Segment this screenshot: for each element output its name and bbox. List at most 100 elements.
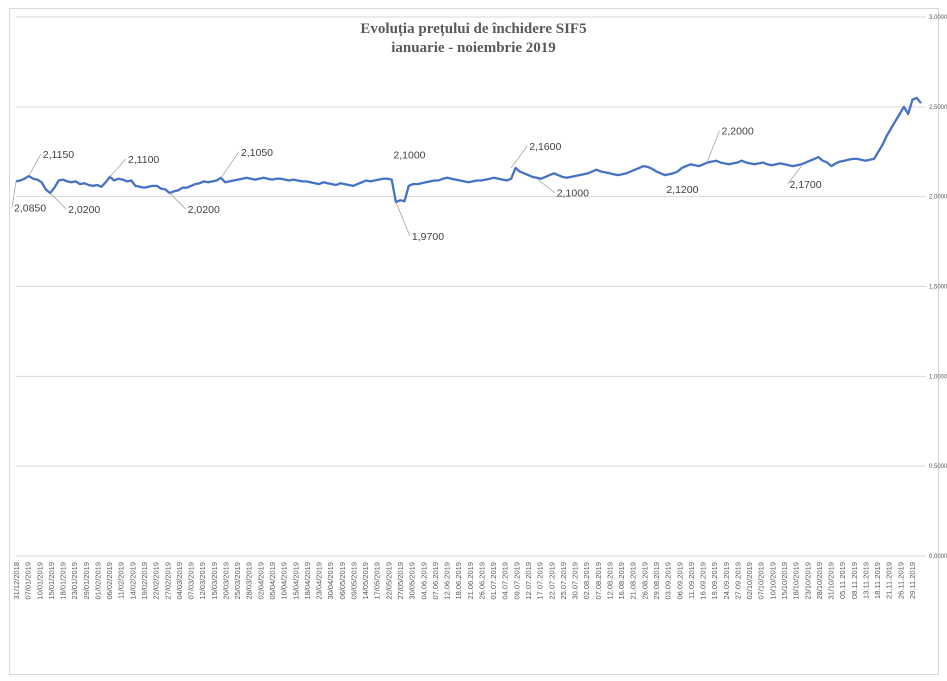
x-tick-label: 14/02/2019 [128, 562, 137, 600]
x-tick-label: 12/03/2019 [198, 562, 207, 600]
x-tick-label: 21.06.2019 [466, 562, 475, 600]
x-tick-label: 16.08.2019 [617, 562, 626, 600]
data-label: 2,1000 [393, 150, 425, 162]
x-tick-label: 18.11.2019 [873, 562, 882, 599]
y-tick-label: 0,0000 [929, 554, 947, 560]
x-tick-label: 11/02/2019 [117, 562, 126, 599]
x-tick-label: 29.08.2019 [652, 562, 661, 600]
x-tick-label: 07.08.2019 [594, 562, 603, 600]
x-tick-label: 23/01/2019 [70, 562, 79, 600]
x-tick-label: 21.11.2019 [885, 562, 894, 599]
x-tick-label: 10/10/2019 [768, 562, 777, 600]
x-tick-label: 02/04/2019 [256, 562, 265, 600]
x-tick-label: 30/04/2019 [326, 562, 335, 600]
y-tick-label: 2,0000 [929, 195, 947, 201]
annotation-leader [49, 192, 67, 210]
x-tick-label: 12.08.2019 [605, 562, 614, 600]
x-tick-label: 25/03/2019 [233, 562, 242, 600]
x-tick-label: 03.09.2019 [664, 562, 673, 600]
data-label: 2,1000 [557, 188, 589, 200]
data-label: 2,1150 [43, 149, 74, 161]
x-tick-label: 10/01/2019 [35, 562, 44, 600]
x-tick-label: 20/03/2019 [221, 562, 230, 600]
x-tick-label: 19/02/2019 [140, 562, 149, 600]
x-tick-label: 26.11.2019 [896, 562, 905, 599]
annotation-leader [536, 178, 556, 194]
x-tick-label: 28/10/2019 [815, 562, 824, 600]
price-series [15, 96, 922, 204]
x-tick-label: 12.07.2019 [524, 562, 533, 600]
x-tick-label: 25.07.2019 [559, 562, 568, 600]
annotation-leader [510, 145, 528, 169]
data-annotations: 2,0850 2,1150 2,0200 2,1100 2,0200 2,1050 2,10… [11, 126, 822, 243]
x-tick-label: 28/03/2019 [245, 562, 254, 600]
chart-subtitle: ianuarie - noiembrie 2019 [391, 40, 556, 56]
annotation-leader [11, 181, 17, 208]
x-tick-label: 22/05/2019 [384, 562, 393, 600]
data-label: 2,1200 [666, 184, 698, 196]
x-tick-label: 30/05/2019 [408, 562, 417, 600]
x-tick-label: 07/03/2019 [187, 562, 196, 600]
x-tick-label: 22.07.2019 [547, 562, 556, 600]
x-tick-label: 15/04/2019 [291, 562, 300, 600]
x-tick-label: 27.09.2019 [733, 562, 742, 600]
x-tick-label: 15/10/2019 [780, 562, 789, 600]
x-tick-label: 17/05/2019 [373, 562, 382, 600]
x-tick-label: 02.08.2019 [582, 562, 591, 600]
x-tick-label: 08.11.2019 [850, 562, 859, 599]
x-tick-label: 04.06.2019 [419, 562, 428, 600]
x-tick-label: 21.08.2019 [629, 562, 638, 600]
x-tick-label: 06/05/2019 [338, 562, 347, 600]
x-tick-label: 26.08.2019 [640, 562, 649, 600]
x-tick-label: 10/04/2019 [280, 562, 289, 600]
data-label: 2,1050 [241, 147, 273, 159]
x-tick-label: 01/02/2019 [93, 562, 102, 600]
x-tick-label: 16.09.2019 [699, 562, 708, 600]
annotation-leader [220, 151, 240, 179]
annotation-leader [109, 158, 127, 178]
annotation-leader [787, 165, 802, 185]
x-tick-label: 27/02/2019 [163, 562, 172, 600]
chart-frame [9, 8, 939, 675]
data-label: 2,1700 [789, 179, 821, 191]
x-tick-label: 09/05/2019 [349, 562, 358, 600]
x-tick-label: 30.07.2019 [571, 562, 580, 600]
x-tick-label: 26.06.2019 [477, 562, 486, 600]
annotation-leader [395, 201, 411, 237]
x-tick-label: 13.11.2019 [861, 562, 870, 599]
x-tick-label: 07/01/2019 [24, 562, 33, 600]
x-tick-label: 29.11.2019 [908, 562, 917, 599]
x-tick-label: 31/12/2018 [12, 562, 21, 600]
data-label: 2,0200 [68, 204, 100, 216]
x-tick-label: 18/04/2019 [303, 562, 312, 600]
y-tick-label: 1,0000 [929, 374, 947, 380]
x-tick-label: 14/05/2019 [361, 562, 370, 600]
x-tick-label: 18/10/2019 [792, 562, 801, 600]
x-tick-label: 09.07.2019 [512, 562, 521, 600]
x-tick-label: 18/01/2019 [59, 562, 68, 600]
annotation-leader [169, 192, 186, 210]
x-tick-label: 01.07.2019 [489, 562, 498, 600]
data-label: 2,1100 [128, 154, 159, 166]
x-tick-label: 17.07.2019 [536, 562, 545, 600]
x-tick-label: 24.09.2019 [722, 562, 731, 600]
x-tick-label: 27/05/2019 [396, 562, 405, 600]
y-tick-label: 0,5000 [929, 464, 947, 470]
chart-title: Evoluția prețului de închidere SIF5 [360, 21, 587, 37]
gridlines [16, 16, 926, 557]
x-tick-label: 07.06.2019 [431, 562, 440, 600]
x-tick-label: 18.06.2019 [454, 562, 463, 600]
x-tick-label: 23/04/2019 [315, 562, 324, 600]
x-tick-label: 29/01/2019 [82, 562, 91, 600]
x-tick-label: 15/03/2019 [210, 562, 219, 600]
x-tick-label: 02/10/2019 [745, 562, 754, 600]
x-axis-ticks: 31/12/2018 07/01/2019 10/01/2019 15/01/2019… [12, 562, 917, 600]
y-axis-ticks: 0,0000 0,5000 1,0000 1,5000 2,0000 2,5000 3,00… [929, 15, 947, 560]
x-tick-label: 11.09.2019 [687, 562, 696, 599]
x-tick-label: 23/10/2019 [803, 562, 812, 600]
annotation-leader [707, 130, 720, 161]
x-tick-label: 31/10/2019 [827, 562, 836, 600]
data-label: 2,2000 [722, 126, 754, 138]
annotation-leader [28, 153, 42, 177]
data-label: 2,0200 [188, 204, 220, 216]
